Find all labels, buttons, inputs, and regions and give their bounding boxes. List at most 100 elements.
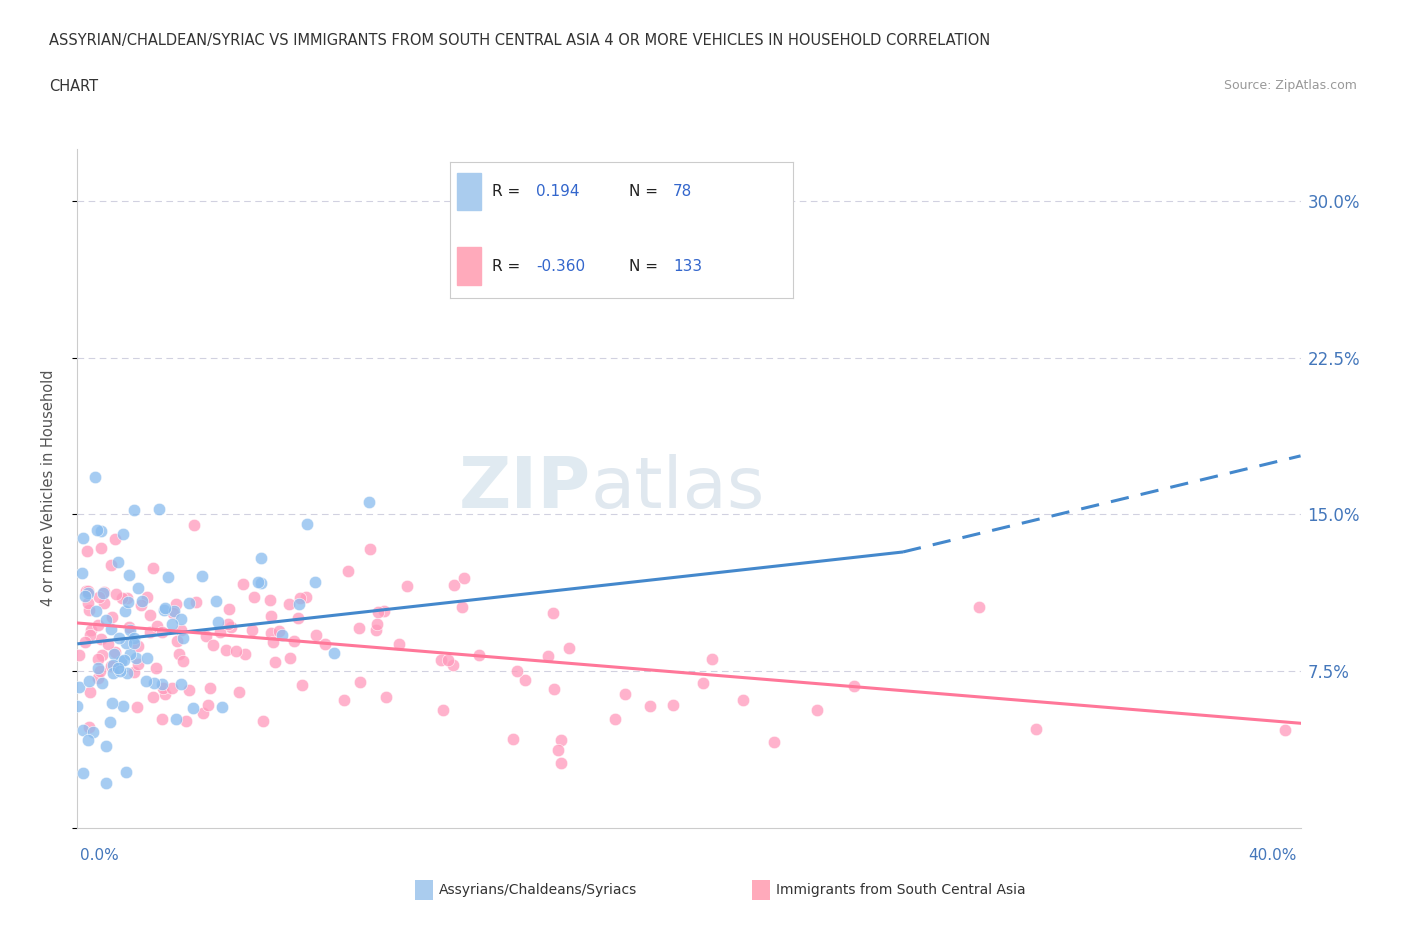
Point <box>135 590 157 604</box>
Point <box>67 648 90 663</box>
Point <box>87 652 110 667</box>
Point <box>806 703 828 718</box>
Point <box>506 663 529 678</box>
Point <box>247 575 270 590</box>
Point <box>170 677 193 692</box>
Point <box>90 631 112 646</box>
Point <box>762 735 785 750</box>
Point <box>101 610 124 625</box>
Point <box>125 699 148 714</box>
Point <box>97 636 120 651</box>
Point <box>437 653 460 668</box>
Point <box>112 652 135 667</box>
Point <box>142 689 165 704</box>
Point <box>70 565 93 580</box>
Point <box>218 602 240 617</box>
Point <box>90 524 112 538</box>
Point <box>104 644 127 659</box>
Point <box>76 584 98 599</box>
Point <box>142 561 165 576</box>
Point <box>77 674 100 689</box>
Point <box>122 664 145 679</box>
Point <box>166 633 188 648</box>
Point <box>104 587 127 602</box>
Point <box>288 596 311 611</box>
Point <box>193 706 215 721</box>
Point <box>260 626 283 641</box>
Point <box>347 620 370 635</box>
Point <box>153 603 176 618</box>
Point <box>550 756 572 771</box>
Point <box>844 679 866 694</box>
Point <box>157 569 180 584</box>
Point <box>112 698 135 713</box>
Point <box>117 594 139 609</box>
Point <box>66 698 89 713</box>
Point <box>287 610 309 625</box>
Point <box>89 664 111 679</box>
Point <box>502 731 524 746</box>
Point <box>215 643 238 658</box>
Point <box>1274 723 1296 737</box>
Point <box>700 652 723 667</box>
Point <box>304 574 326 589</box>
Point <box>172 653 194 668</box>
Point <box>94 738 117 753</box>
Point <box>366 617 388 631</box>
Point <box>603 712 626 727</box>
Point <box>614 686 637 701</box>
Point <box>93 595 115 610</box>
Text: Source: ZipAtlas.com: Source: ZipAtlas.com <box>1223 79 1357 92</box>
Point <box>118 567 141 582</box>
Point <box>191 569 214 584</box>
Point <box>172 631 194 645</box>
Point <box>127 580 149 595</box>
Point <box>295 516 318 531</box>
Point <box>100 558 122 573</box>
Point <box>165 596 187 611</box>
Point <box>468 647 491 662</box>
Point <box>453 570 475 585</box>
Point <box>243 590 266 604</box>
Text: Immigrants from South Central Asia: Immigrants from South Central Asia <box>776 883 1026 897</box>
Point <box>181 700 204 715</box>
Point <box>152 681 174 696</box>
Point <box>72 531 94 546</box>
Y-axis label: 4 or more Vehicles in Household: 4 or more Vehicles in Household <box>42 370 56 606</box>
Point <box>73 589 96 604</box>
Point <box>183 517 205 532</box>
Point <box>72 765 94 780</box>
Point <box>259 593 281 608</box>
Point <box>322 646 344 661</box>
Point <box>91 675 114 690</box>
Point <box>208 624 231 639</box>
Point <box>278 596 301 611</box>
Point <box>122 631 145 646</box>
Text: ZIP: ZIP <box>458 454 591 523</box>
Point <box>197 698 219 712</box>
Point <box>233 646 256 661</box>
Point <box>150 712 173 727</box>
Point <box>184 594 207 609</box>
Point <box>76 544 98 559</box>
Point <box>395 578 418 593</box>
Point <box>692 675 714 690</box>
Point <box>550 732 572 747</box>
Point <box>513 673 536 688</box>
Point <box>83 470 105 485</box>
Point <box>77 586 100 601</box>
Point <box>139 624 162 639</box>
Point <box>262 634 284 649</box>
Point <box>77 603 100 618</box>
Point <box>135 674 157 689</box>
Point <box>295 590 318 604</box>
Point <box>278 651 301 666</box>
Point <box>100 658 122 673</box>
Point <box>367 604 389 619</box>
Point <box>104 531 127 546</box>
Point <box>211 699 233 714</box>
Text: atlas: atlas <box>591 454 765 523</box>
Point <box>217 617 239 631</box>
Point <box>441 658 464 672</box>
Point <box>103 646 125 661</box>
